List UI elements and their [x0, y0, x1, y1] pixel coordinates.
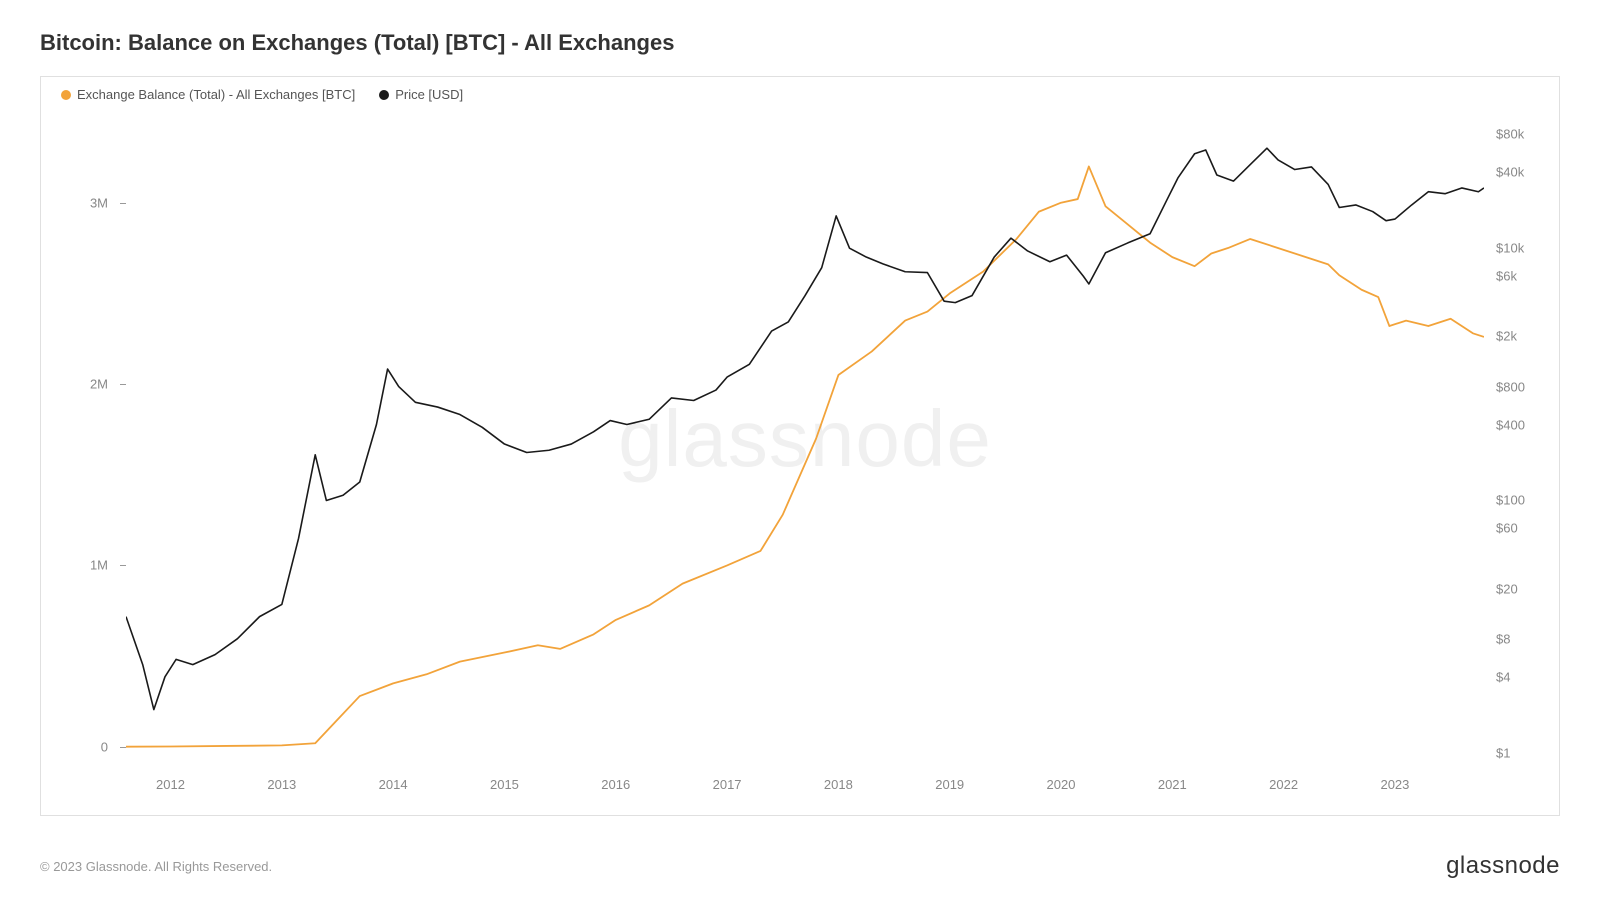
x-tick-label: 2021 [1158, 765, 1187, 792]
x-tick-label: 2023 [1380, 765, 1409, 792]
x-tick-label: 2015 [490, 765, 519, 792]
legend-label-price: Price [USD] [395, 87, 463, 102]
x-tick-label: 2017 [713, 765, 742, 792]
y-right-tick-label: $2k [1484, 329, 1517, 344]
x-tick-label: 2022 [1269, 765, 1298, 792]
chart-container: Exchange Balance (Total) - All Exchanges… [40, 76, 1560, 816]
x-tick-label: 2016 [601, 765, 630, 792]
y-right-tick-label: $100 [1484, 493, 1525, 508]
y-right-tick-label: $10k [1484, 241, 1524, 256]
y-right-tick-label: $80k [1484, 127, 1524, 142]
y-right-tick-label: $40k [1484, 165, 1524, 180]
y-right-tick-label: $1 [1484, 745, 1510, 760]
y-right-tick-label: $800 [1484, 379, 1525, 394]
x-tick-label: 2019 [935, 765, 964, 792]
legend-item-price: Price [USD] [379, 87, 463, 102]
x-tick-label: 2018 [824, 765, 853, 792]
x-tick-label: 2012 [156, 765, 185, 792]
legend-dot-price [379, 90, 389, 100]
footer: © 2023 Glassnode. All Rights Reserved. g… [40, 852, 1560, 880]
legend-label-balance: Exchange Balance (Total) - All Exchanges… [77, 87, 355, 102]
y-right-tick-label: $8 [1484, 631, 1510, 646]
plot-area: glassnode 01M2M3M$1$4$8$20$60$100$400$80… [126, 112, 1484, 765]
x-tick-label: 2020 [1047, 765, 1076, 792]
y-right-tick-label: $400 [1484, 417, 1525, 432]
legend-dot-balance [61, 90, 71, 100]
chart-title: Bitcoin: Balance on Exchanges (Total) [B… [40, 30, 1560, 56]
y-right-tick-label: $20 [1484, 581, 1518, 596]
legend: Exchange Balance (Total) - All Exchanges… [61, 87, 463, 102]
y-right-tick-label: $4 [1484, 669, 1510, 684]
x-tick-label: 2014 [379, 765, 408, 792]
legend-item-balance: Exchange Balance (Total) - All Exchanges… [61, 87, 355, 102]
chart-svg [126, 112, 1484, 765]
y-right-tick-label: $60 [1484, 521, 1518, 536]
y-right-tick-label: $6k [1484, 269, 1517, 284]
brand-logo: glassnode [1446, 852, 1560, 880]
x-tick-label: 2013 [267, 765, 296, 792]
copyright: © 2023 Glassnode. All Rights Reserved. [40, 859, 272, 874]
